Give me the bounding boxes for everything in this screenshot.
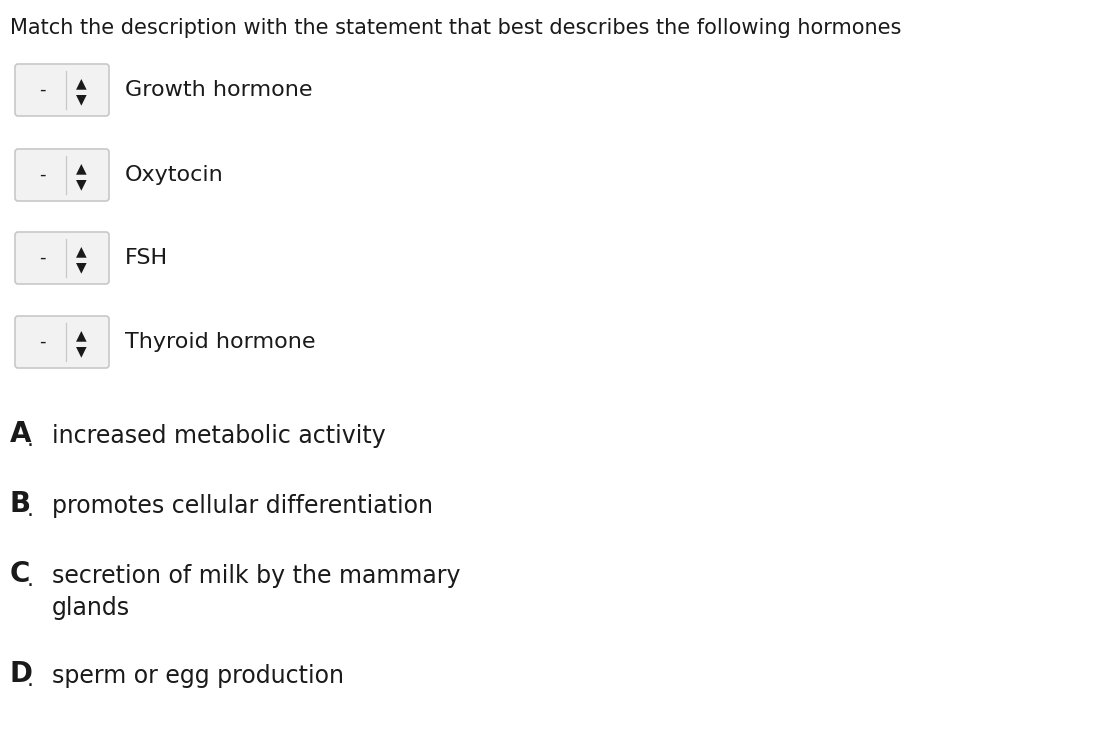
Text: B: B [10,490,31,518]
Text: Thyroid hormone: Thyroid hormone [125,332,316,352]
Text: C: C [10,560,31,588]
Text: ▼: ▼ [76,177,87,191]
Text: secretion of milk by the mammary
glands: secretion of milk by the mammary glands [52,564,460,620]
Text: promotes cellular differentiation: promotes cellular differentiation [52,494,433,518]
Text: ▲: ▲ [76,244,87,258]
Text: .: . [27,500,34,520]
Text: ▲: ▲ [76,76,87,90]
Text: ▼: ▼ [76,92,87,106]
Text: -: - [39,81,46,99]
Text: -: - [39,166,46,184]
Text: -: - [39,333,46,351]
Text: A: A [10,420,32,448]
Text: increased metabolic activity: increased metabolic activity [52,424,386,448]
Text: Growth hormone: Growth hormone [125,80,312,100]
FancyBboxPatch shape [15,316,109,368]
Text: Match the description with the statement that best describes the following hormo: Match the description with the statement… [10,18,901,38]
Text: Oxytocin: Oxytocin [125,165,224,185]
Text: ▼: ▼ [76,344,87,358]
FancyBboxPatch shape [15,149,109,201]
FancyBboxPatch shape [15,232,109,284]
Text: ▲: ▲ [76,161,87,175]
Text: FSH: FSH [125,248,168,268]
Text: .: . [27,430,34,450]
Text: D: D [10,660,33,688]
Text: .: . [27,570,34,590]
Text: -: - [39,249,46,267]
FancyBboxPatch shape [15,64,109,116]
Text: ▲: ▲ [76,328,87,342]
Text: .: . [27,670,34,690]
Text: sperm or egg production: sperm or egg production [52,664,344,688]
Text: ▼: ▼ [76,260,87,274]
